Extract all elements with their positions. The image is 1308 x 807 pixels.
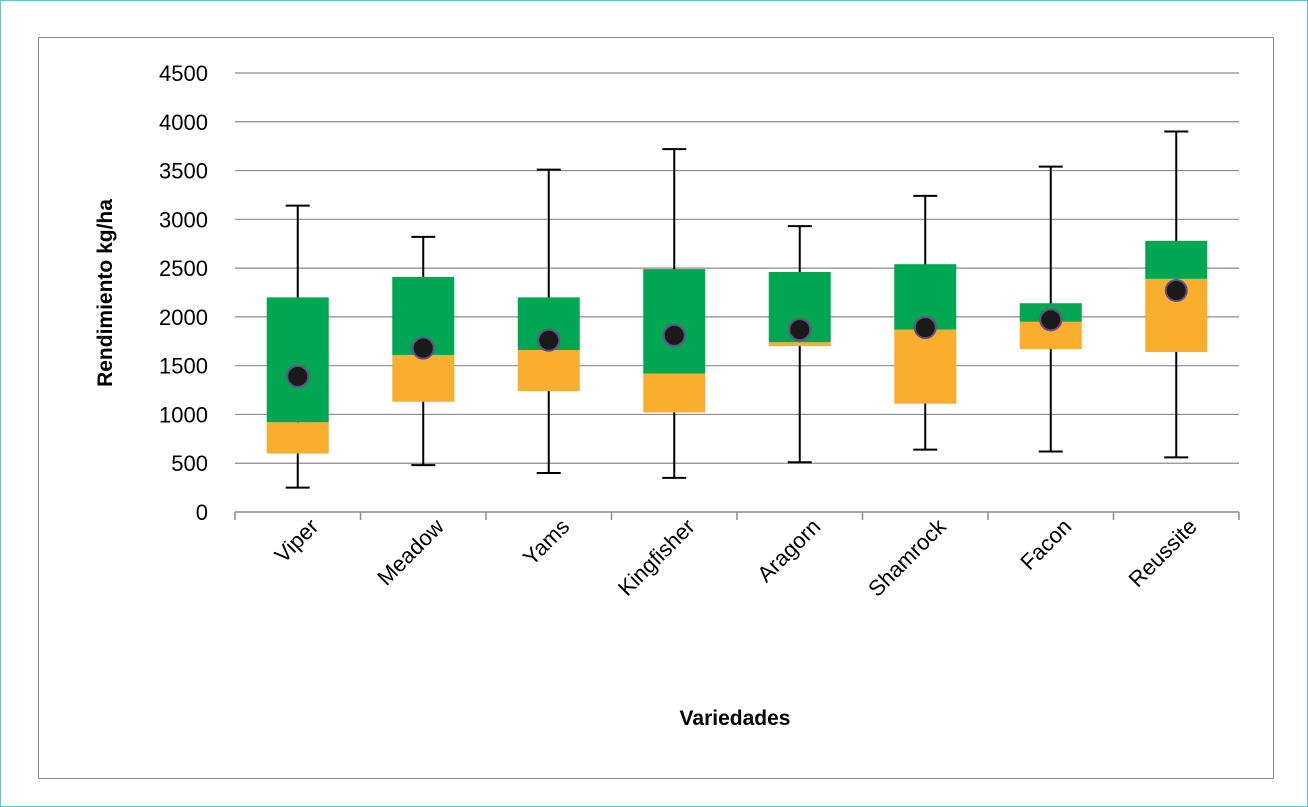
mean-marker [537, 328, 561, 352]
y-tick-label: 2500 [159, 256, 208, 281]
upper-box [643, 269, 706, 374]
y-tick-label: 3500 [159, 159, 208, 184]
gridlines [235, 72, 1239, 464]
mean-marker [788, 318, 812, 342]
lower-box [392, 354, 455, 402]
box-yams [517, 168, 580, 474]
x-tick-label: Meadow [372, 514, 449, 591]
upper-box [1145, 240, 1208, 279]
y-tick-label: 2000 [159, 305, 208, 330]
mean-marker [1164, 279, 1188, 303]
y-tick-labels: 0 500 1000 1500 2000 2500 3000 3500 4000 4500 [159, 61, 208, 525]
y-tick-label: 4500 [159, 61, 208, 86]
y-tick-label: 1000 [159, 402, 208, 427]
box-shamrock [894, 194, 957, 451]
mean-marker [286, 364, 310, 388]
boxes [266, 130, 1208, 489]
lower-box [643, 373, 706, 413]
y-tick-label: 0 [196, 500, 208, 525]
box-reussite [1145, 130, 1208, 459]
mean-marker [662, 323, 686, 347]
box-viper [266, 204, 329, 489]
x-tick-label: Yams [518, 514, 574, 570]
lower-box [517, 350, 580, 392]
lower-box [768, 342, 831, 347]
lower-box [266, 422, 329, 454]
mean-marker [411, 336, 435, 360]
x-tick-label: Reussite [1124, 514, 1202, 592]
box-kingfisher [643, 148, 706, 479]
axes [234, 511, 1240, 520]
x-tick-label: Facon [1015, 514, 1076, 575]
x-tick-label: Kingfisher [613, 514, 700, 601]
box-aragorn [768, 225, 831, 464]
y-tick-label: 4000 [159, 110, 208, 135]
box-meadow [392, 235, 455, 467]
x-tick-label: Shamrock [863, 513, 951, 601]
upper-box [266, 297, 329, 423]
y-tick-label: 3000 [159, 207, 208, 232]
y-axis-title: Rendimiento kg/ha [94, 199, 117, 387]
x-tick-labels: Viper Meadow Yams Kingfisher Aragorn Shamrock… [270, 513, 1202, 601]
box-facon [1019, 165, 1082, 453]
y-tick-label: 1500 [159, 354, 208, 379]
chart-frame [38, 37, 1274, 779]
lower-box [894, 329, 957, 404]
mean-marker [1039, 308, 1063, 332]
mean-marker [913, 316, 937, 340]
x-tick-label: Aragorn [752, 514, 825, 587]
y-tick-label: 500 [171, 451, 208, 476]
x-axis-title: Variedades [680, 707, 791, 730]
x-tick-label: Viper [270, 514, 324, 568]
